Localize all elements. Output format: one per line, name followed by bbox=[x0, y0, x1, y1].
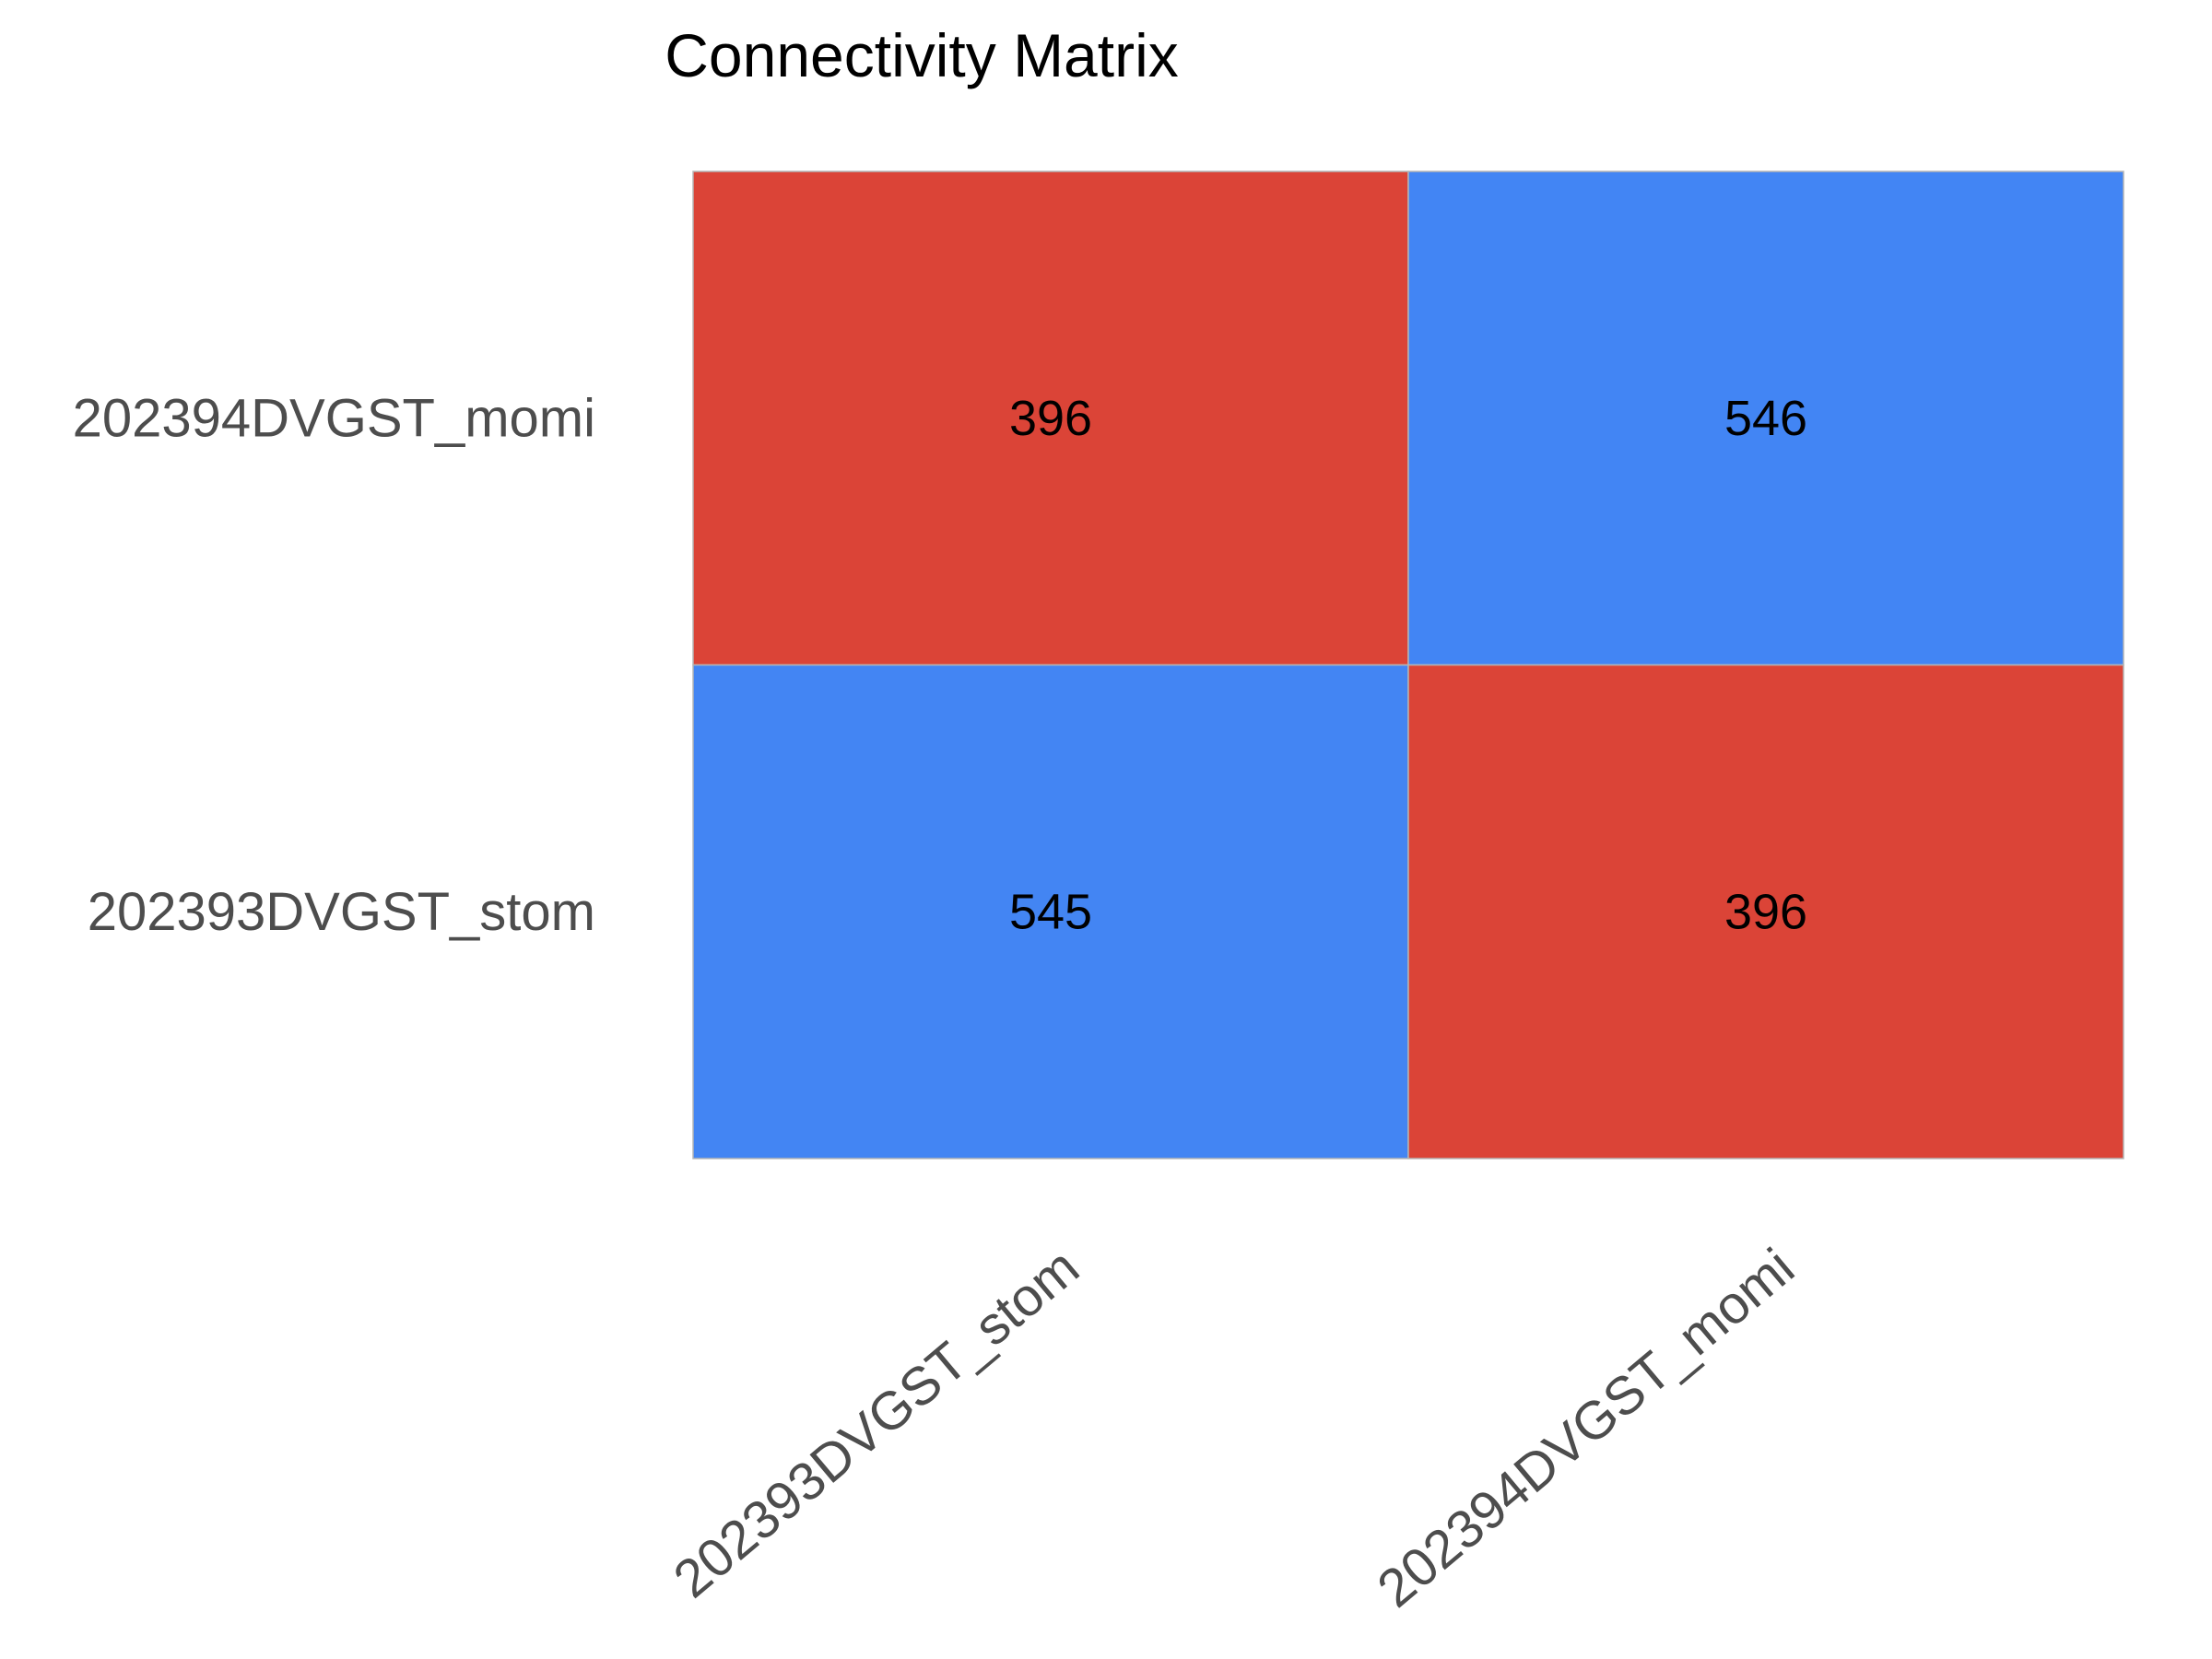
heatmap-cell bbox=[692, 171, 1409, 666]
heatmap-cells bbox=[692, 171, 2124, 1159]
cell-value-label: 396 bbox=[1009, 391, 1092, 446]
cell-value-label: 546 bbox=[1724, 391, 1807, 446]
cell-value-label: 545 bbox=[1009, 884, 1092, 939]
heatmap-cell bbox=[1407, 171, 2124, 666]
x-axis-tick-labels: 202393DVGST_stom 202394DVGST_momi bbox=[663, 1237, 1806, 1618]
x-tick-label: 202393DVGST_stom bbox=[663, 1237, 1090, 1609]
y-tick-label: 202393DVGST_stom bbox=[88, 882, 595, 942]
y-axis-tick-labels: 202394DVGST_momi 202393DVGST_stom bbox=[73, 388, 595, 942]
cell-value-label: 396 bbox=[1724, 884, 1807, 939]
y-tick-label: 202394DVGST_momi bbox=[73, 388, 595, 448]
chart-title: Connectivity Matrix bbox=[665, 21, 1179, 89]
cell-value-labels: 396 546 545 396 bbox=[1009, 391, 1807, 940]
x-tick-label: 202394DVGST_momi bbox=[1366, 1237, 1805, 1618]
heatmap-cell bbox=[692, 664, 1409, 1159]
heatmap-cell bbox=[1407, 664, 2124, 1159]
